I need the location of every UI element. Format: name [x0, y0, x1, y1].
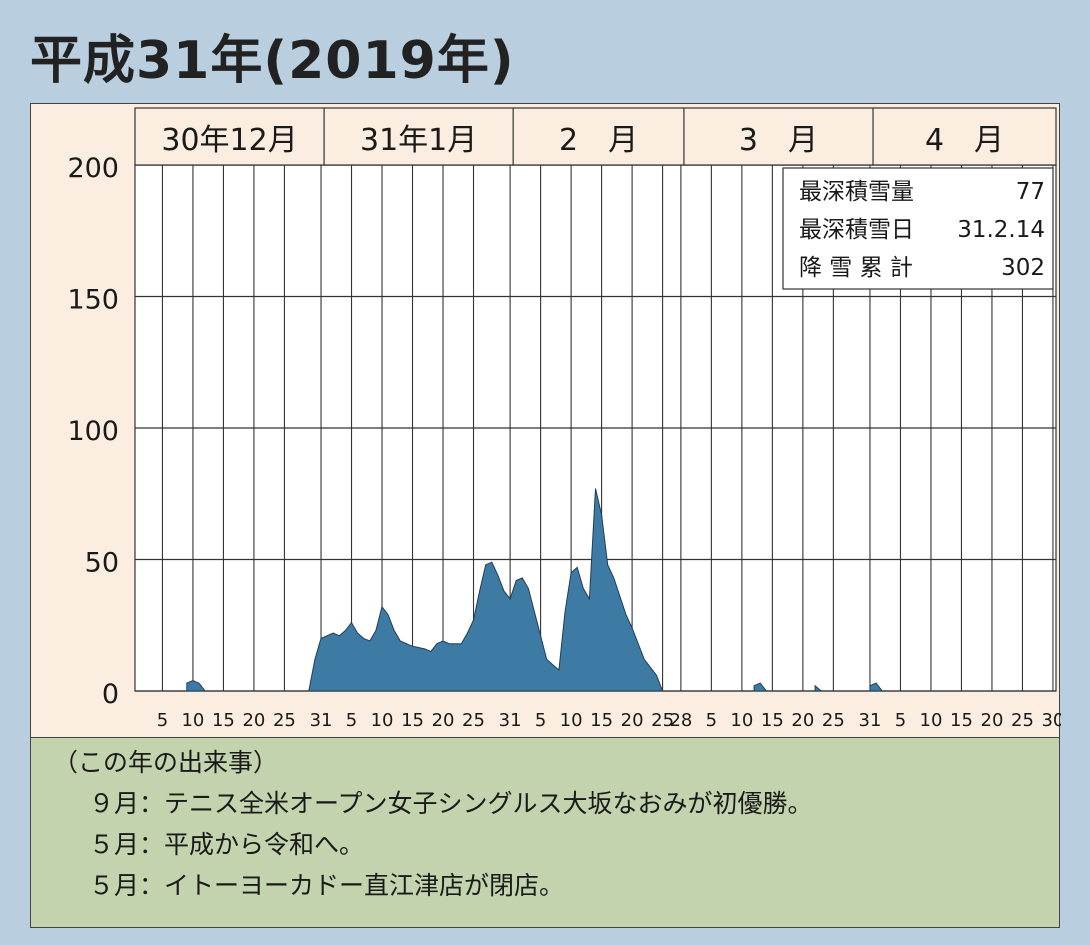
x-tick-label: 15: [950, 710, 973, 731]
event-item-1: ９月：テニス全米オープン女子シングルス大坂なおみが初優勝。: [89, 789, 813, 818]
x-tick-label: 10: [730, 710, 753, 731]
x-tick-label: 15: [212, 710, 235, 731]
month-label: 2 月: [559, 123, 638, 158]
x-tick-label: 10: [181, 710, 204, 731]
area-series: [186, 488, 884, 692]
x-tick-label: 5: [895, 710, 906, 731]
x-tick-label: 31: [310, 710, 333, 731]
summary-label: 最深積雪量: [799, 179, 914, 205]
summary-value: 302: [1001, 255, 1045, 281]
events-panel: （この年の出来事） ９月：テニス全米オープン女子シングルス大坂なおみが初優勝。 …: [30, 738, 1060, 928]
x-tick-label: 15: [590, 710, 613, 731]
summary-label: 最深積雪日: [799, 217, 914, 243]
area-series-2: [186, 679, 207, 692]
summary-box: 最深積雪量 77 最深積雪日 31.2.14 降 雪 累 計 302: [782, 167, 1054, 290]
area-series-1: [308, 488, 664, 692]
x-tick-label: 10: [371, 710, 394, 731]
y-tick-label: 0: [102, 679, 119, 710]
y-tick-label: 150: [67, 285, 119, 316]
x-tick-label: 5: [157, 710, 168, 731]
event-item-2: ５月：平成から令和へ。: [89, 830, 365, 859]
events-heading: （この年の出来事）: [53, 748, 279, 777]
summary-value: 31.2.14: [957, 217, 1045, 243]
y-tick-label: 200: [67, 153, 119, 184]
x-tick-label: 25: [462, 710, 485, 731]
x-tick-label: 31: [499, 710, 522, 731]
y-axis-ticks: 0 50 100 150 200: [67, 153, 119, 710]
area-series-5: [869, 682, 884, 692]
y-tick-label: 50: [85, 548, 119, 579]
x-tick-label: 28: [669, 710, 692, 731]
x-tick-label: 20: [621, 710, 644, 731]
area-series-4: [814, 684, 823, 692]
x-tick-label: 10: [560, 710, 583, 731]
x-tick-label: 5: [706, 710, 717, 731]
event-item-3: ５月：イトーヨーカドー直江津店が閉店。: [89, 871, 565, 900]
x-tick-label: 20: [791, 710, 814, 731]
month-header-bg: [134, 107, 1057, 166]
snow-depth-chart: 30年12月 31年1月 2 月 3 月 4 月 0 50 100 150 200 5 10 15 2…: [30, 103, 1061, 738]
x-tick-label: 20: [432, 710, 455, 731]
x-tick-label: 5: [346, 710, 357, 731]
month-label: 31年1月: [360, 123, 477, 158]
summary-box-bg: [782, 167, 1054, 290]
x-tick-label: 25: [822, 710, 845, 731]
chart-svg: 30年12月 31年1月 2 月 3 月 4 月 0 50 100 150 200 5 10 15 2…: [67, 107, 1061, 731]
y-tick-label: 100: [67, 416, 119, 447]
month-label: 4 月: [925, 123, 1004, 158]
x-tick-label: 25: [651, 710, 674, 731]
month-header: 30年12月 31年1月 2 月 3 月 4 月: [134, 107, 1057, 166]
x-tick-label: 20: [242, 710, 265, 731]
x-tick-label: 20: [981, 710, 1004, 731]
summary-value: 77: [1016, 179, 1045, 205]
x-tick-label: 15: [761, 710, 784, 731]
summary-label: 降 雪 累 計: [799, 255, 913, 281]
page-title: 平成31年(2019年): [30, 31, 515, 91]
area-series-3: [753, 682, 768, 692]
month-label: 3 月: [739, 123, 818, 158]
x-tick-label: 25: [273, 710, 296, 731]
x-tick-label: 15: [401, 710, 424, 731]
x-tick-label: 5: [535, 710, 546, 731]
x-tick-label: 25: [1011, 710, 1034, 731]
x-tick-label: 30: [1041, 710, 1061, 731]
x-tick-label: 10: [920, 710, 943, 731]
month-label: 30年12月: [161, 123, 297, 158]
x-tick-label: 31: [859, 710, 882, 731]
